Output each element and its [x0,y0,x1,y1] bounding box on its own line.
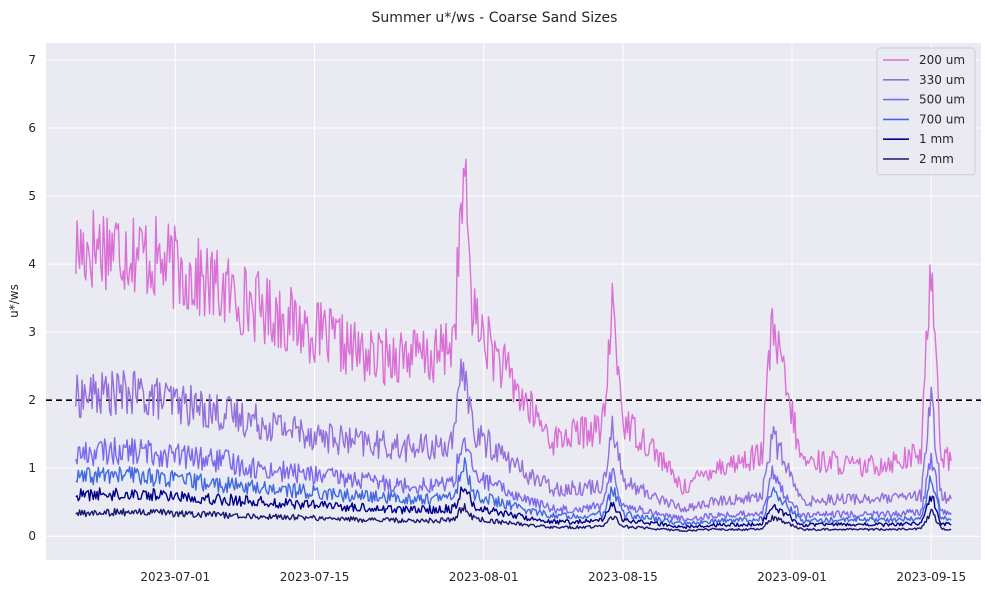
y-tick-label: 7 [28,53,36,67]
legend-entry: 330 um [919,73,965,87]
x-tick-label: 2023-09-15 [896,570,966,584]
y-axis-ticks: 0 1 2 3 4 5 6 7 [28,53,36,543]
series-line [75,158,952,495]
series-line [75,457,952,527]
y-axis-label: u*/ws [7,284,21,318]
legend-entry: 2 mm [919,152,954,166]
legend: 200 um 330 um 500 um 700 um 1 mm 2 mm [876,47,976,176]
legend-entry: 200 um [919,53,965,67]
y-tick-label: 4 [28,257,36,271]
y-tick-label: 6 [28,121,36,135]
series-line [75,437,952,522]
x-axis-ticks: 2023-07-01 2023-07-15 2023-08-01 2023-08-15… [140,570,966,584]
x-tick-label: 2023-08-01 [449,570,519,584]
series-line [75,503,952,533]
x-tick-label: 2023-07-01 [140,570,210,584]
y-tick-label: 2 [28,393,36,407]
series-line [75,486,952,530]
x-tick-label: 2023-09-01 [757,570,827,584]
legend-entry: 500 um [919,93,965,107]
y-tick-label: 0 [28,529,36,543]
legend-entry: 1 mm [919,132,954,146]
plot-area [46,43,981,560]
chart-title: Summer u*/ws - Coarse Sand Sizes [372,10,618,26]
series-line [75,358,952,513]
x-tick-label: 2023-08-15 [588,570,658,584]
x-tick-label: 2023-07-15 [280,570,350,584]
y-tick-label: 3 [28,325,36,339]
y-tick-label: 1 [28,461,36,475]
y-tick-label: 5 [28,189,36,203]
series-group [75,158,952,533]
legend-entry: 700 um [919,112,965,126]
